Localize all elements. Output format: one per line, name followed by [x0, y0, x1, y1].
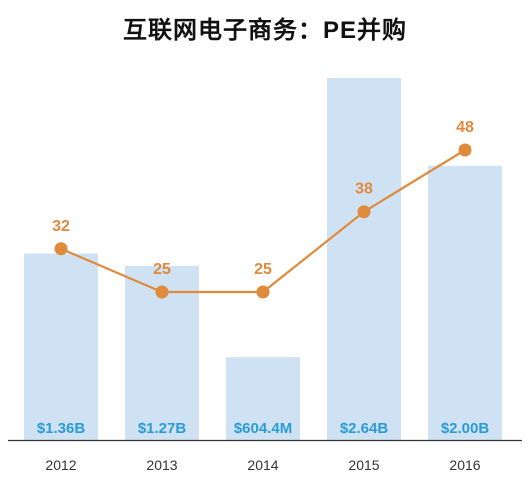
x-tick-label-2013: 2013 [146, 457, 177, 473]
line-point-label-2014: 25 [254, 261, 272, 278]
chart-title-suffix: 并购 [357, 15, 407, 44]
bar-2012 [24, 253, 98, 440]
line-point-2014 [256, 285, 270, 299]
bar-2014 [226, 357, 300, 440]
chart-title-prefix: 互联网电子商务： [122, 15, 323, 44]
bar-value-label-2016: $2.00B [441, 420, 490, 437]
bar-2015 [327, 78, 401, 440]
line-point-label-2013: 25 [153, 261, 171, 278]
labels-layer: $1.36B 2012 $1.27B 2013 $604.4M 2014 $2.64B 201… [37, 119, 490, 473]
line-point-2015 [357, 205, 371, 219]
bar-value-label-2013: $1.27B [138, 420, 187, 437]
x-tick-label-2015: 2015 [348, 457, 379, 473]
x-tick-label-2012: 2012 [45, 457, 76, 473]
chart-title-pe: PE [322, 17, 357, 44]
x-tick-label-2016: 2016 [449, 457, 480, 473]
x-tick-label-2014: 2014 [247, 457, 278, 473]
line-point-label-2016: 48 [456, 119, 474, 136]
bar-value-label-2012: $1.36B [37, 420, 86, 437]
line-point-label-2012: 32 [52, 218, 70, 235]
chart-title: 互联网电子商务：PE并购 [0, 10, 530, 45]
bar-value-label-2014: $604.4M [234, 420, 292, 437]
line-point-2016 [458, 143, 472, 157]
bar-value-label-2015: $2.64B [340, 420, 389, 437]
bars-layer [24, 78, 502, 440]
line-point-label-2015: 38 [355, 181, 373, 198]
line-point-2013 [155, 285, 169, 299]
bar-2016 [428, 165, 502, 440]
line-point-2012 [54, 242, 68, 256]
line-layer [54, 143, 472, 299]
